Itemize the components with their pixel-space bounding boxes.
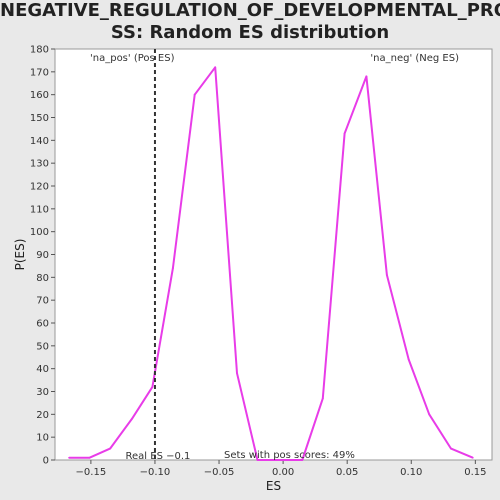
y-tick-label: 0	[43, 456, 49, 467]
data-point	[130, 418, 133, 420]
x-axis-title: ES	[266, 479, 281, 493]
x-tick-label: −0.05	[204, 467, 235, 478]
y-tick-label: 50	[36, 341, 49, 352]
y-tick-label: 60	[36, 319, 49, 330]
y-tick-label: 90	[36, 250, 49, 261]
y-tick-label: 40	[36, 364, 49, 375]
y-tick-label: 80	[36, 273, 49, 284]
y-tick-label: 170	[30, 67, 49, 78]
data-point	[256, 459, 259, 461]
data-point	[343, 132, 346, 135]
y-tick-label: 100	[30, 227, 49, 238]
chart-title-line-2: SS: Random ES distribution	[110, 22, 390, 43]
y-tick-label: 110	[30, 204, 49, 215]
y-tick-label: 70	[36, 296, 49, 307]
neg-es-label: 'na_neg' (Neg ES)	[370, 53, 459, 64]
y-tick-label: 180	[30, 45, 49, 56]
data-point	[193, 93, 196, 96]
data-point	[214, 66, 217, 69]
data-point	[428, 413, 431, 416]
pos-scores-label: Sets with pos scores: 49%	[224, 450, 355, 461]
x-tick-label: 0.00	[272, 467, 294, 478]
data-point	[151, 386, 154, 388]
x-tick-label: −0.10	[140, 467, 171, 478]
y-tick-label: 120	[30, 182, 49, 193]
data-point	[68, 456, 70, 459]
y-tick-label: 30	[36, 387, 49, 398]
x-tick-label: −0.15	[76, 467, 107, 478]
data-point	[236, 372, 238, 375]
y-tick-label: 160	[30, 90, 49, 101]
data-point	[365, 75, 368, 78]
real-es-label: Real ES −0.1	[126, 451, 191, 462]
data-point	[450, 447, 452, 450]
x-tick-label: 0.05	[336, 467, 358, 478]
data-point	[88, 456, 91, 459]
y-tick-label: 140	[30, 136, 49, 147]
data-point	[301, 459, 304, 461]
annotation-layer: Real ES −0.1 'na_pos' (Pos ES) 'na_neg' (N…	[90, 49, 459, 462]
pos-es-label: 'na_pos' (Pos ES)	[90, 53, 175, 64]
data-point	[172, 267, 174, 270]
y-tick-label: 10	[36, 433, 49, 444]
chart-title-line-1: NEGATIVE_REGULATION_OF_DEVELOPMENTAL_PRO…	[0, 0, 500, 21]
series-layer	[68, 66, 474, 461]
x-tick-label: 0.15	[464, 467, 486, 478]
data-point	[109, 447, 112, 450]
data-point	[386, 274, 388, 276]
data-point	[407, 358, 410, 361]
series-line	[69, 66, 474, 461]
y-tick-label: 130	[30, 159, 49, 170]
data-point	[471, 456, 474, 459]
data-point	[278, 459, 281, 461]
axes-layer: 0 10 20 30 40 50 60 70 80 90 100 110 120 130 140 150 160…	[13, 45, 486, 494]
x-tick-label: 0.10	[400, 467, 422, 478]
data-point	[321, 397, 324, 400]
y-axis-title: P(ES)	[13, 239, 27, 271]
y-tick-label: 150	[30, 113, 49, 124]
chart-title: NEGATIVE_REGULATION_OF_DEVELOPMENTAL_PRO…	[0, 0, 500, 44]
y-tick-label: 20	[36, 410, 49, 421]
plot-area	[54, 48, 493, 461]
